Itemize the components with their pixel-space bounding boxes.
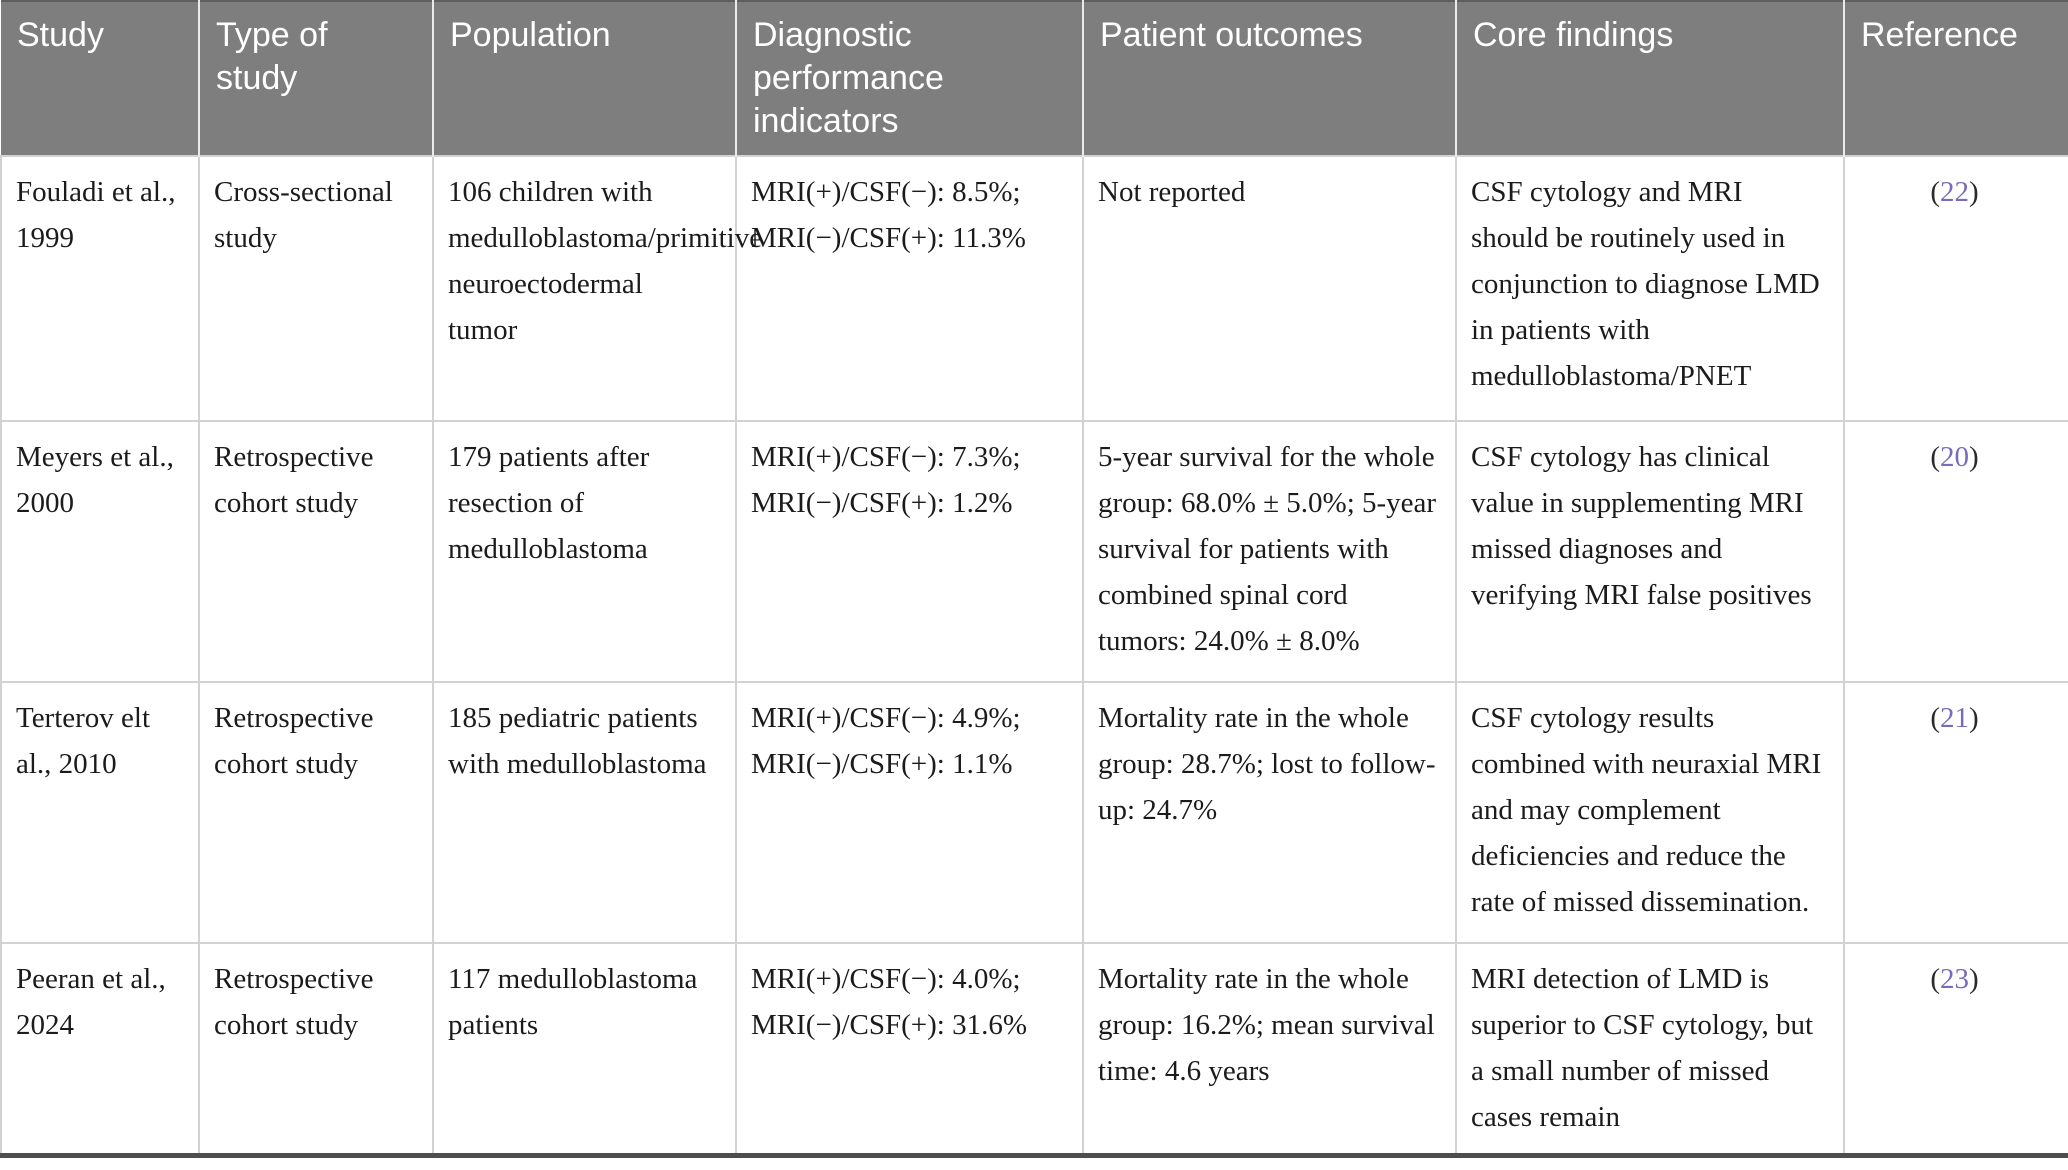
header-population-label: Population xyxy=(450,16,611,54)
cell-core-findings: CSF cytology and MRI should be routinely… xyxy=(1455,155,1845,422)
header-diagnostic-indicators: Diagnostic performance indicators xyxy=(735,1,1083,156)
diagnostic-indicator-line: MRI(+)/CSF(−): 7.3%; xyxy=(751,441,1021,473)
table-row: Peeran et al., 2024 Retrospective cohort… xyxy=(0,942,2068,1156)
header-type-of-study: Type of study xyxy=(198,1,433,156)
cell-type-of-study: Retrospective cohort study xyxy=(198,420,434,683)
cell-patient-outcomes: Mortality rate in the whole group: 16.2%… xyxy=(1082,942,1457,1156)
header-reference-label: Reference xyxy=(1861,16,2018,54)
cell-patient-outcomes: Mortality rate in the whole group: 28.7%… xyxy=(1082,681,1457,944)
cell-study: Meyers et al., 2000 xyxy=(0,420,200,683)
header-population: Population xyxy=(432,1,736,156)
reference-paren-open: ( xyxy=(1930,963,1940,995)
diagnostic-indicator-line: MRI(+)/CSF(−): 4.0%; xyxy=(751,963,1021,995)
diagnostic-indicator-line: MRI(+)/CSF(−): 4.9%; xyxy=(751,702,1021,734)
cell-type-of-study: Cross-sectional study xyxy=(198,155,434,422)
reference-paren-close: ) xyxy=(1969,176,1979,208)
reference-paren-open: ( xyxy=(1930,176,1940,208)
reference-citation-link[interactable]: 21 xyxy=(1940,702,1969,734)
cell-type-of-study: Retrospective cohort study xyxy=(198,942,434,1156)
table-row: Terterov elt al., 2010 Retrospective coh… xyxy=(0,681,2068,944)
diagnostic-indicator-line: MRI(−)/CSF(+): 11.3% xyxy=(751,222,1026,254)
header-study: Study xyxy=(1,1,199,156)
cell-population: 185 pediatric patients with medulloblast… xyxy=(432,681,737,944)
header-core-findings-label: Core findings xyxy=(1473,16,1674,54)
cell-patient-outcomes: 5-year survival for the whole group: 68.… xyxy=(1082,420,1457,683)
cell-reference: (22) xyxy=(1843,155,2068,422)
table-row: Meyers et al., 2000 Retrospective cohort… xyxy=(0,420,2068,683)
header-reference: Reference xyxy=(1843,1,2068,156)
cell-study: Peeran et al., 2024 xyxy=(0,942,200,1156)
cell-patient-outcomes: Not reported xyxy=(1082,155,1457,422)
reference-paren-close: ) xyxy=(1969,702,1979,734)
header-type-of-study-label: Type of study xyxy=(216,16,328,97)
header-patient-outcomes-label: Patient outcomes xyxy=(1100,16,1363,54)
reference-paren-close: ) xyxy=(1969,963,1979,995)
cell-diagnostic-indicators: MRI(+)/CSF(−): 4.0%; MRI(−)/CSF(+): 31.6… xyxy=(735,942,1084,1156)
reference-paren-open: ( xyxy=(1930,441,1940,473)
reference-citation-link[interactable]: 22 xyxy=(1940,176,1969,208)
reference-paren-open: ( xyxy=(1930,702,1940,734)
reference-paren-close: ) xyxy=(1969,441,1979,473)
cell-reference: (20) xyxy=(1843,420,2068,683)
cell-population: 179 patients after resection of medullob… xyxy=(432,420,737,683)
cell-population: 117 medulloblastoma patients xyxy=(432,942,737,1156)
header-core-findings: Core findings xyxy=(1455,1,1844,156)
reference-citation-link[interactable]: 23 xyxy=(1940,963,1969,995)
header-diagnostic-indicators-label: Diagnostic performance indicators xyxy=(753,16,944,140)
diagnostic-indicator-line: MRI(−)/CSF(+): 31.6% xyxy=(751,1009,1027,1041)
table-header-row: Study Type of study Population Diagnosti… xyxy=(1,1,2068,156)
cell-core-findings: MRI detection of LMD is superior to CSF … xyxy=(1455,942,1845,1156)
table-row: Fouladi et al., 1999 Cross-sectional stu… xyxy=(0,155,2068,422)
diagnostic-indicator-line: MRI(−)/CSF(+): 1.2% xyxy=(751,487,1013,519)
diagnostic-indicator-line: MRI(+)/CSF(−): 8.5%; xyxy=(751,176,1021,208)
cell-core-findings: CSF cytology results combined with neura… xyxy=(1455,681,1845,944)
header-study-label: Study xyxy=(17,16,104,54)
header-patient-outcomes: Patient outcomes xyxy=(1082,1,1456,156)
cell-population: 106 children with medulloblastoma/primit… xyxy=(432,155,762,422)
cell-diagnostic-indicators: MRI(+)/CSF(−): 7.3%; MRI(−)/CSF(+): 1.2% xyxy=(735,420,1084,683)
cell-reference: (21) xyxy=(1843,681,2068,944)
cell-diagnostic-indicators: MRI(+)/CSF(−): 4.9%; MRI(−)/CSF(+): 1.1% xyxy=(735,681,1084,944)
cell-study: Fouladi et al., 1999 xyxy=(0,155,200,422)
cell-diagnostic-indicators: MRI(+)/CSF(−): 8.5%; MRI(−)/CSF(+): 11.3… xyxy=(735,155,1084,422)
reference-citation-link[interactable]: 20 xyxy=(1940,441,1969,473)
cell-type-of-study: Retrospective cohort study xyxy=(198,681,434,944)
cell-reference: (23) xyxy=(1843,942,2068,1156)
cell-study: Terterov elt al., 2010 xyxy=(0,681,200,944)
cell-core-findings: CSF cytology has clinical value in suppl… xyxy=(1455,420,1845,683)
diagnostic-indicator-line: MRI(−)/CSF(+): 1.1% xyxy=(751,748,1013,780)
